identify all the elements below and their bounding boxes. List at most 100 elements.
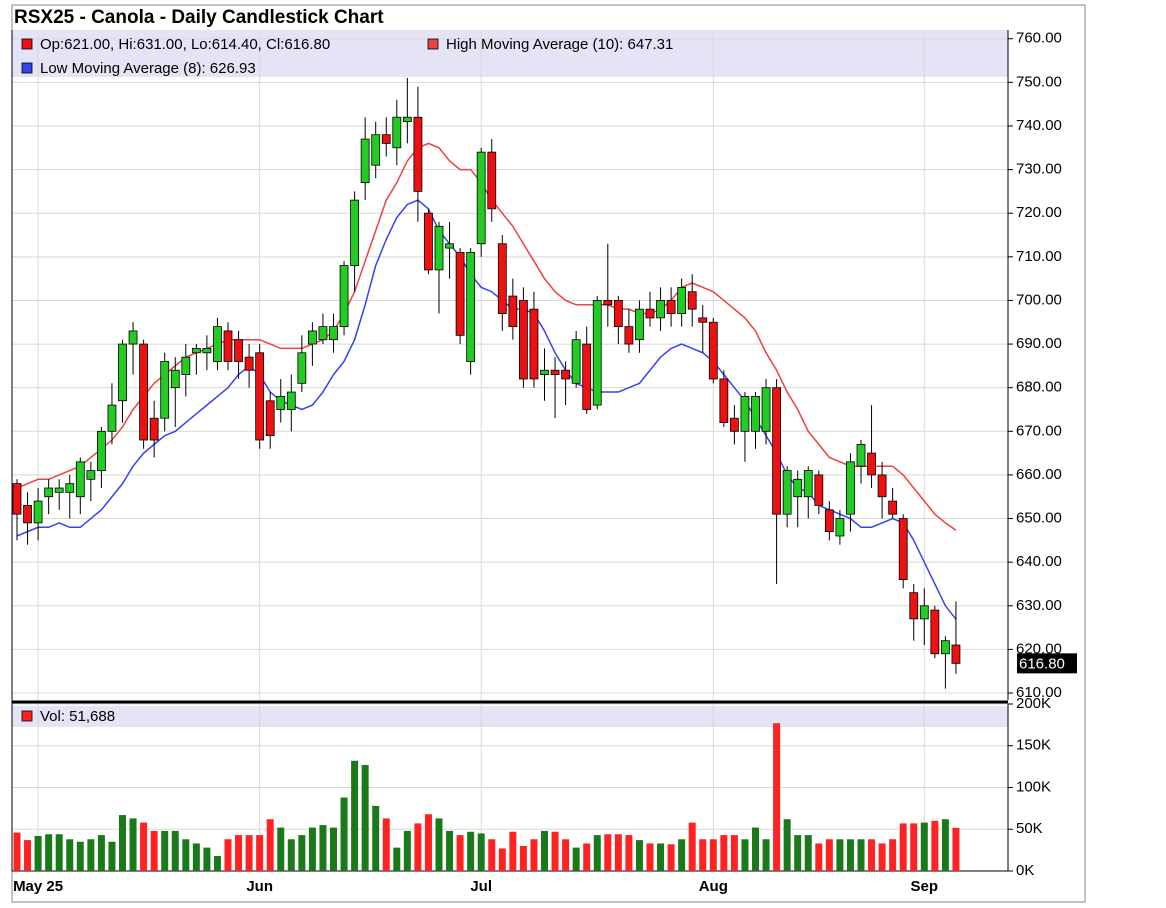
y-tick-label: 660.00 — [1016, 466, 1062, 483]
y-tick-label: 750.00 — [1016, 73, 1062, 90]
volume-bar — [614, 834, 622, 871]
volume-bar — [815, 843, 823, 871]
volume-bar — [340, 797, 348, 871]
volume-bar — [667, 844, 675, 871]
candle-body — [677, 286, 687, 314]
candle-body — [951, 644, 961, 664]
y-tick-label: 650.00 — [1016, 510, 1062, 527]
candle-body — [497, 243, 507, 314]
y-tick-label: 640.00 — [1016, 553, 1062, 570]
candle-body — [751, 396, 760, 432]
candle-body — [846, 461, 855, 515]
volume-bar — [66, 839, 74, 871]
volume-bar — [235, 835, 243, 871]
volume-bar — [509, 831, 517, 871]
volume-bar — [709, 839, 717, 871]
candle-body — [867, 452, 876, 476]
candle-body — [160, 361, 170, 419]
x-tick-label: May 25 — [13, 878, 63, 895]
candle-body — [824, 509, 834, 533]
candle-body — [202, 348, 212, 354]
volume-bar — [646, 843, 654, 871]
candle-body — [191, 348, 201, 354]
volume-bar — [150, 830, 158, 871]
y-tick-label: 630.00 — [1016, 597, 1062, 614]
volume-bar — [635, 840, 643, 871]
volume-bar — [752, 827, 759, 871]
volume-bar — [245, 835, 253, 871]
candle-body — [128, 330, 138, 345]
candle-body — [624, 326, 634, 345]
y-tick-label: 150K — [1016, 737, 1051, 754]
y-tick-label: 200K — [1016, 695, 1051, 712]
volume-bar — [477, 833, 485, 871]
candle-body — [898, 518, 908, 581]
candle-body — [350, 199, 360, 266]
volume-bar — [393, 847, 401, 871]
candle-body — [75, 461, 85, 498]
y-tick-label: 670.00 — [1016, 422, 1062, 439]
x-tick-label: Sep — [911, 878, 939, 895]
y-tick-label: 730.00 — [1016, 161, 1062, 178]
y-tick-label: 50K — [1016, 820, 1043, 837]
volume-bar — [192, 843, 200, 871]
candle-body — [244, 356, 254, 371]
legend-swatch — [21, 710, 33, 722]
legend-text: Op:621.00, Hi:631.00, Lo:614.40, Cl:616.… — [40, 36, 330, 53]
candle-body — [402, 116, 412, 123]
candle-body — [424, 212, 433, 271]
volume-bar — [762, 839, 770, 871]
y-tick-label: 690.00 — [1016, 335, 1062, 352]
volume-bar — [256, 835, 264, 871]
candle-body — [561, 369, 570, 380]
volume-bar — [55, 834, 63, 871]
volume-bar — [308, 827, 316, 871]
volume-bar — [351, 760, 359, 871]
moving-average-line — [16, 199, 957, 620]
candle-body — [360, 138, 370, 184]
y-tick-label: 610.00 — [1016, 684, 1062, 701]
volume-bar — [182, 839, 190, 871]
candle-body — [782, 470, 792, 515]
volume-bar — [140, 822, 148, 871]
volume-bar — [97, 835, 105, 871]
volume-bar — [456, 835, 464, 871]
volume-bar — [846, 839, 854, 871]
candle-body — [276, 396, 286, 410]
candle-body — [550, 369, 560, 375]
candle-body — [107, 404, 117, 432]
volume-bar — [435, 818, 443, 871]
candle-body — [666, 300, 676, 314]
candle-body — [234, 339, 243, 362]
volume-bar — [952, 827, 960, 871]
candle-body — [149, 417, 159, 441]
volume-bar — [76, 841, 84, 871]
y-tick-label: 760.00 — [1016, 30, 1062, 47]
volume-bar — [699, 839, 707, 871]
y-tick-label: 710.00 — [1016, 248, 1062, 265]
candle-body — [941, 640, 950, 655]
candle-body — [339, 265, 349, 328]
volume-bar — [678, 839, 686, 871]
candle-body — [687, 291, 697, 310]
candle-body — [856, 443, 866, 467]
volume-bar — [108, 841, 116, 871]
volume-bar — [319, 825, 327, 871]
candle-body — [582, 343, 592, 410]
candle-body — [529, 308, 539, 380]
volume-bar — [213, 855, 221, 871]
volume-bar — [424, 814, 432, 871]
volume-legend-band — [12, 706, 1008, 727]
volume-bar — [551, 831, 559, 871]
candle-body — [223, 330, 233, 362]
candle-body — [476, 151, 486, 245]
volume-bar — [730, 835, 738, 871]
volume-bar — [562, 839, 570, 871]
candle-body — [455, 252, 465, 336]
volume-bar — [794, 835, 802, 871]
volume-bar — [783, 819, 791, 871]
volume-bar — [45, 834, 53, 871]
candle-body — [540, 369, 549, 375]
volume-bar — [171, 830, 179, 871]
candle-body — [86, 470, 96, 480]
